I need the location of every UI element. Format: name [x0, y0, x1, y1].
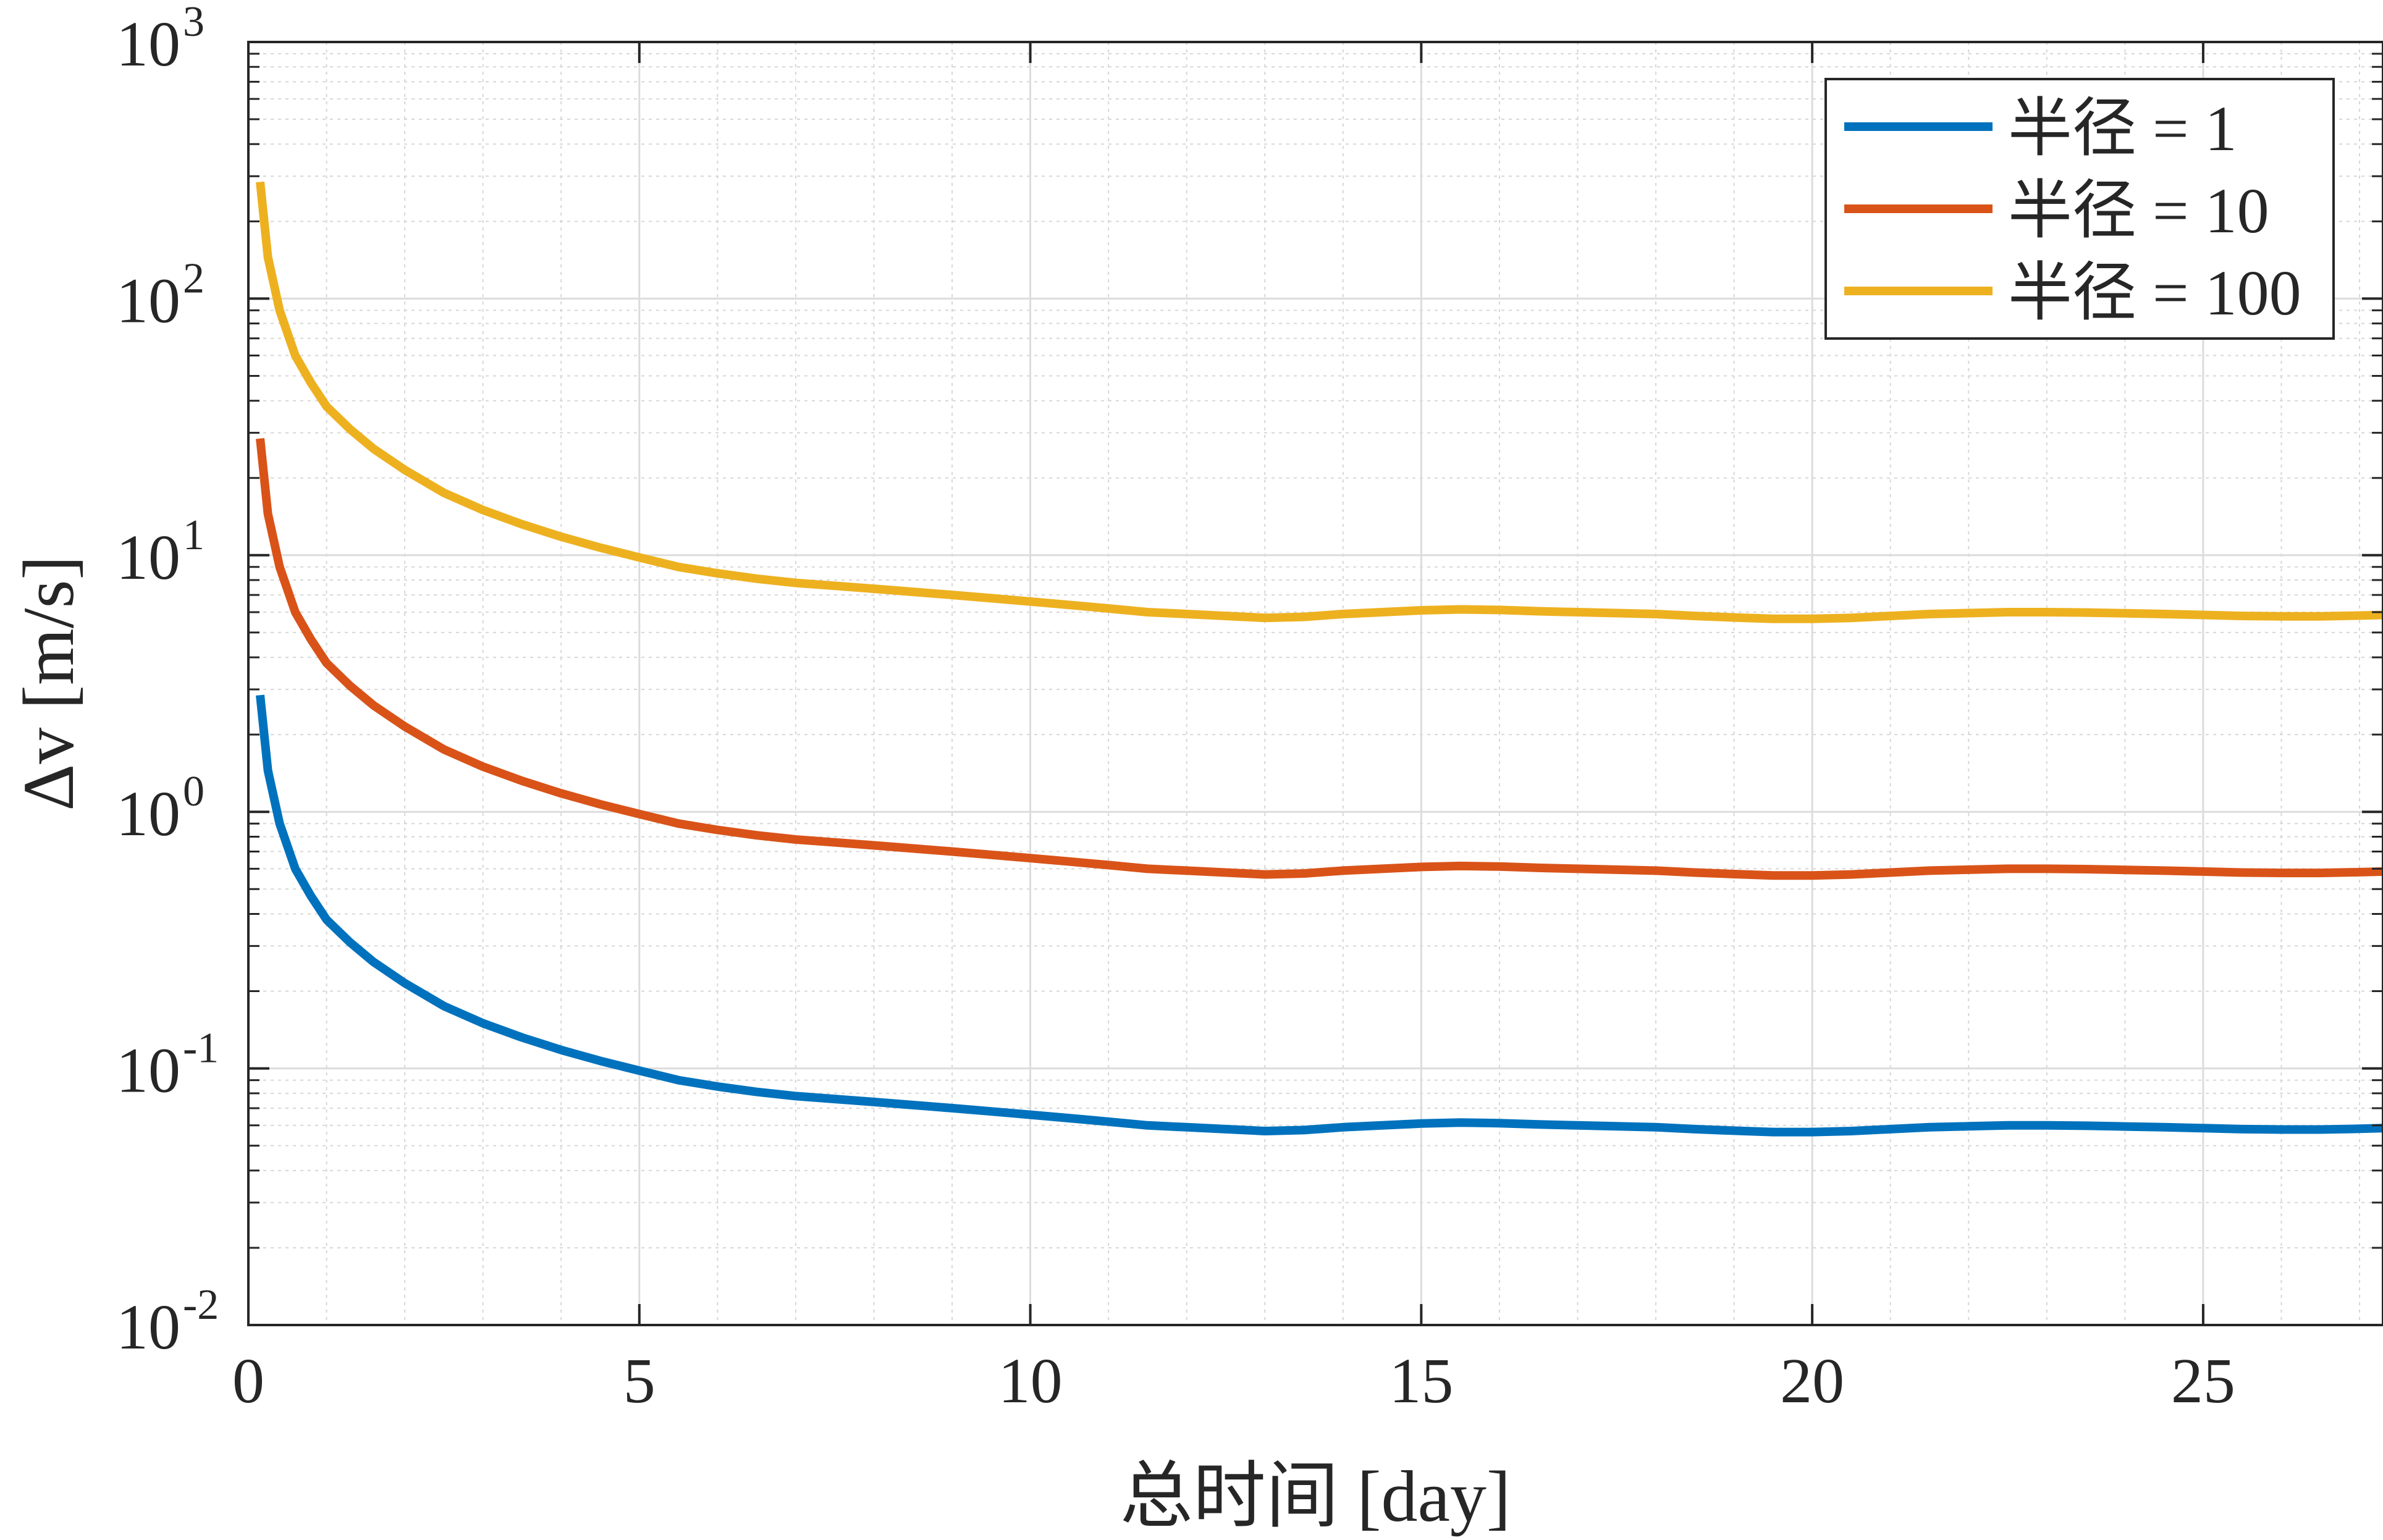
- legend-label-3: 半径 = 100: [2008, 258, 2301, 329]
- y-tick-label: 10: [116, 522, 180, 593]
- series-line-3: [256, 181, 2383, 623]
- y-tick-label-exponent: 3: [183, 0, 205, 46]
- y-tick-label-exponent: 1: [183, 511, 205, 559]
- x-tick-label: 10: [998, 1345, 1063, 1416]
- y-tick-label: 10: [116, 1292, 180, 1363]
- plot-area-frame: [247, 41, 2383, 1326]
- x-tick-label: 20: [1780, 1345, 1844, 1416]
- y-axis-label: Δv [m/s]: [8, 555, 89, 810]
- y-tick-label: 10: [116, 265, 180, 336]
- legend: 半径 = 1 半径 = 10 半径 = 100: [1824, 78, 2335, 340]
- y-tick-label: 10: [116, 778, 180, 849]
- y-tick-label: 10: [116, 9, 180, 80]
- legend-label-2: 半径 = 10: [2008, 175, 2269, 246]
- x-tick-label: 0: [232, 1345, 264, 1416]
- y-tick-label-exponent: 0: [183, 768, 205, 815]
- y-tick-label-exponent: 2: [183, 255, 205, 302]
- series-lines: [256, 181, 2383, 1137]
- x-tick-label: 15: [1389, 1345, 1453, 1416]
- x-tick-label: 5: [623, 1345, 656, 1416]
- series-line-1: [256, 694, 2383, 1137]
- axis-ticks: [247, 41, 2383, 1326]
- y-tick-label-exponent: -1: [183, 1025, 219, 1072]
- series-line-2: [256, 438, 2383, 880]
- legend-label-1: 半径 = 1: [2008, 93, 2237, 164]
- x-axis-label: 总时间 [day]: [1120, 1456, 1511, 1537]
- y-tick-label-exponent: -2: [183, 1281, 219, 1329]
- x-tick-label: 25: [2171, 1345, 2235, 1416]
- x-tick-labels: 0 5 10 15 20 25: [232, 1345, 2235, 1416]
- y-tick-label: 10: [116, 1035, 180, 1106]
